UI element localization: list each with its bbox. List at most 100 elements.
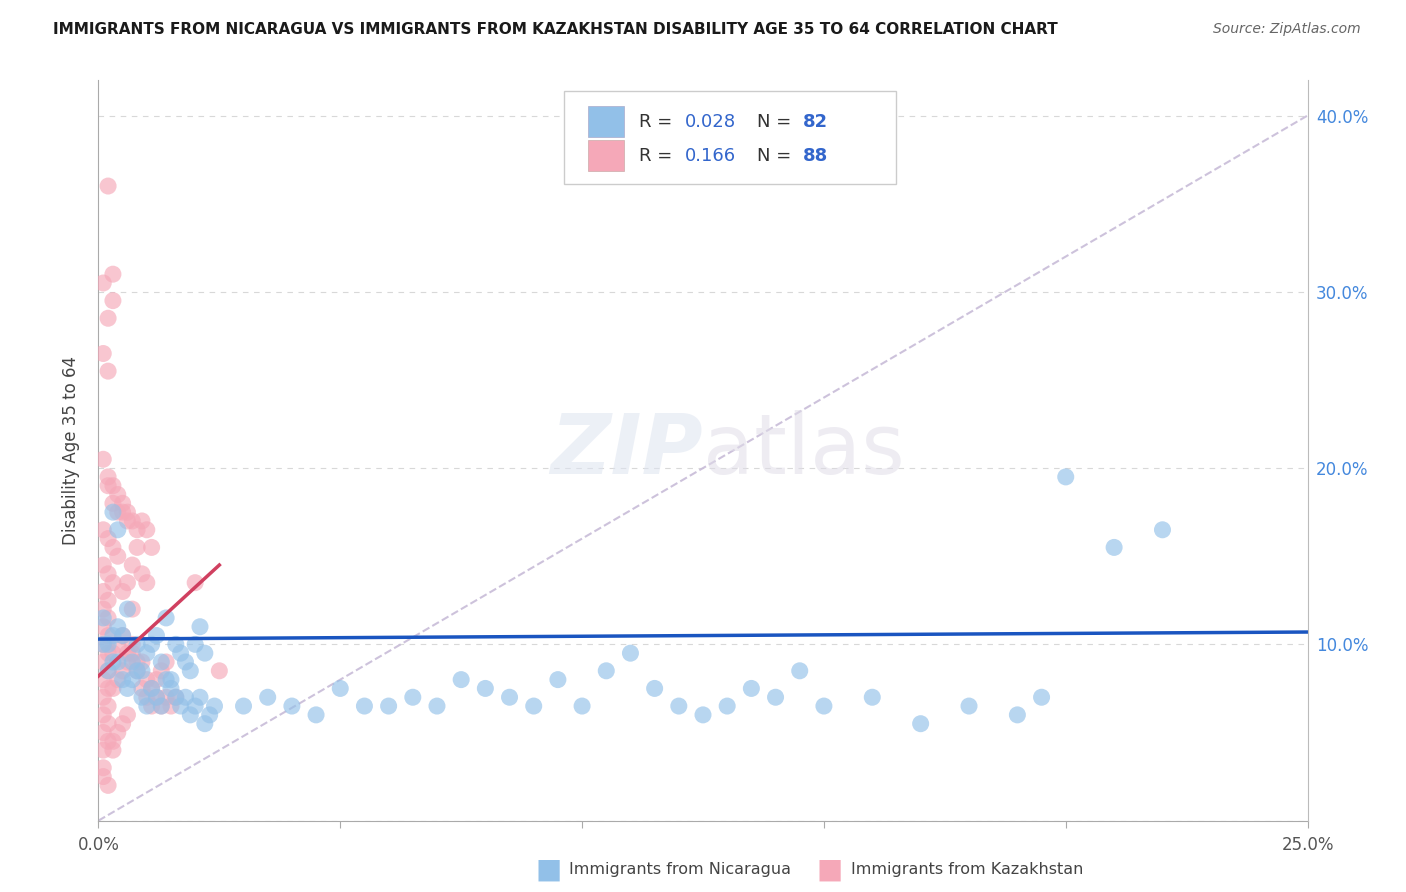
Point xyxy=(1152,523,1174,537)
Point xyxy=(97,637,120,651)
Point xyxy=(426,699,449,714)
Point xyxy=(127,637,149,651)
Point xyxy=(97,364,120,378)
Point xyxy=(121,558,143,572)
Point xyxy=(117,575,139,590)
Point xyxy=(101,655,124,669)
Point xyxy=(174,655,197,669)
Point xyxy=(101,575,124,590)
Point xyxy=(523,699,546,714)
Point xyxy=(101,743,124,757)
Point xyxy=(117,514,139,528)
Point xyxy=(91,761,114,775)
Point xyxy=(765,690,787,705)
Text: ■: ■ xyxy=(817,855,842,884)
Point xyxy=(91,620,114,634)
Point xyxy=(91,611,114,625)
Point xyxy=(165,637,187,651)
Point xyxy=(141,541,163,555)
Point xyxy=(107,505,129,519)
Point xyxy=(101,628,124,642)
Point xyxy=(281,699,304,714)
Point xyxy=(692,707,714,722)
Point xyxy=(644,681,666,696)
Y-axis label: Disability Age 35 to 64: Disability Age 35 to 64 xyxy=(62,356,80,545)
Point xyxy=(135,690,157,705)
Point xyxy=(121,673,143,687)
Point xyxy=(91,743,114,757)
Point xyxy=(813,699,835,714)
Point xyxy=(117,602,139,616)
Point xyxy=(957,699,980,714)
FancyBboxPatch shape xyxy=(588,106,624,137)
Point xyxy=(740,681,762,696)
Point xyxy=(107,620,129,634)
Point xyxy=(131,664,153,678)
Point xyxy=(91,602,114,616)
Point xyxy=(127,523,149,537)
Point xyxy=(121,514,143,528)
Point xyxy=(107,655,129,669)
Point xyxy=(97,628,120,642)
Point xyxy=(150,655,173,669)
Point xyxy=(97,716,120,731)
Point xyxy=(169,646,191,660)
Point xyxy=(1054,470,1077,484)
Point xyxy=(377,699,399,714)
Point xyxy=(101,734,124,748)
Point xyxy=(107,637,129,651)
Point xyxy=(571,699,593,714)
Point xyxy=(155,655,177,669)
Point xyxy=(165,690,187,705)
Point xyxy=(91,725,114,739)
Point xyxy=(91,770,114,784)
Point xyxy=(150,699,173,714)
Point xyxy=(256,690,278,705)
Point xyxy=(91,690,114,705)
Text: 88: 88 xyxy=(803,147,828,165)
Text: IMMIGRANTS FROM NICARAGUA VS IMMIGRANTS FROM KAZAKHSTAN DISABILITY AGE 35 TO 64 : IMMIGRANTS FROM NICARAGUA VS IMMIGRANTS … xyxy=(53,22,1059,37)
Point xyxy=(188,690,211,705)
FancyBboxPatch shape xyxy=(588,140,624,171)
Point xyxy=(107,487,129,501)
Point xyxy=(155,673,177,687)
Point xyxy=(111,628,134,642)
Point xyxy=(208,664,231,678)
Point xyxy=(101,646,124,660)
Text: Immigrants from Kazakhstan: Immigrants from Kazakhstan xyxy=(851,863,1083,877)
Point xyxy=(179,664,201,678)
Text: Source: ZipAtlas.com: Source: ZipAtlas.com xyxy=(1213,22,1361,37)
Point xyxy=(111,505,134,519)
FancyBboxPatch shape xyxy=(564,91,897,184)
Point xyxy=(169,699,191,714)
Point xyxy=(131,681,153,696)
Point xyxy=(107,673,129,687)
Point xyxy=(716,699,738,714)
Point xyxy=(111,664,134,678)
Point xyxy=(547,673,569,687)
Point xyxy=(97,664,120,678)
Point xyxy=(184,575,207,590)
Point xyxy=(789,664,811,678)
Text: atlas: atlas xyxy=(703,410,904,491)
Text: N =: N = xyxy=(758,147,797,165)
Point xyxy=(121,602,143,616)
Point xyxy=(141,637,163,651)
Point xyxy=(150,699,173,714)
Point xyxy=(127,664,149,678)
Point xyxy=(97,311,120,326)
Point xyxy=(150,664,173,678)
Point xyxy=(97,593,120,607)
Point xyxy=(174,690,197,705)
Point xyxy=(91,558,114,572)
Point xyxy=(619,646,641,660)
Point xyxy=(117,707,139,722)
Point xyxy=(131,566,153,581)
Point xyxy=(1102,541,1125,555)
Point xyxy=(97,699,120,714)
Point xyxy=(131,514,153,528)
Point xyxy=(97,179,120,194)
Point xyxy=(101,496,124,510)
Point xyxy=(402,690,425,705)
Point xyxy=(1031,690,1053,705)
